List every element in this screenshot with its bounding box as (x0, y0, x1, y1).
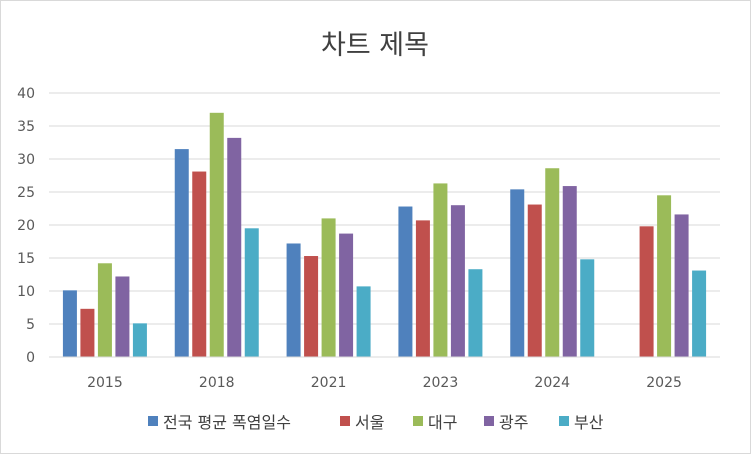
bar (580, 259, 595, 357)
y-tick-label: 15 (17, 251, 35, 267)
bar (132, 323, 147, 357)
bar (174, 149, 189, 357)
bar (510, 189, 525, 357)
bar (244, 228, 259, 357)
bar (527, 204, 542, 357)
bar (321, 218, 336, 357)
legend-label: 대구 (428, 413, 457, 432)
bar (115, 276, 130, 357)
legend-swatch (484, 416, 494, 426)
x-tick-label: 2024 (534, 375, 570, 391)
y-tick-label: 40 (17, 86, 35, 102)
bar (562, 186, 577, 357)
bars-layer (62, 112, 707, 357)
bar (398, 206, 413, 357)
legend-label: 전국 평균 폭염일수 (163, 413, 291, 432)
bar (692, 270, 707, 357)
bar (468, 269, 483, 357)
bar (304, 256, 319, 357)
x-tick-label: 2018 (199, 375, 235, 391)
bar (62, 290, 77, 357)
x-tick-label: 2025 (646, 375, 682, 391)
legend-swatch (559, 416, 569, 426)
legend-label: 광주 (499, 413, 528, 432)
y-tick-label: 5 (26, 317, 35, 333)
bar (356, 286, 371, 357)
bar (339, 233, 354, 357)
y-tick-label: 0 (26, 350, 35, 366)
x-tick-label: 2023 (423, 375, 459, 391)
legend-swatch (413, 416, 423, 426)
bar (415, 220, 430, 357)
y-tick-label: 10 (17, 284, 35, 300)
bar (545, 168, 560, 357)
legend-swatch (148, 416, 158, 426)
bar (674, 214, 689, 357)
y-tick-label: 35 (17, 119, 35, 135)
legend-label: 서울 (355, 413, 384, 432)
chart-title: 차트 제목 (321, 30, 429, 61)
y-tick-label: 25 (17, 185, 35, 201)
grid-layer (49, 92, 720, 358)
x-tick-label: 2015 (87, 375, 123, 391)
legend-label: 부산 (574, 413, 604, 432)
bar (192, 171, 207, 357)
bar (80, 308, 95, 357)
y-tick-label: 20 (17, 218, 35, 234)
bar (209, 112, 224, 357)
x-tick-label: 2021 (311, 375, 347, 391)
bar (433, 183, 448, 357)
bar (97, 263, 112, 357)
y-tick-label: 30 (17, 152, 35, 168)
bar (227, 137, 242, 357)
bar (657, 195, 672, 357)
legend-swatch (340, 416, 350, 426)
bar (286, 243, 301, 357)
bar (450, 205, 465, 357)
bar (639, 226, 654, 357)
legend: 전국 평균 폭염일수 서울 대구 광주 부산 (148, 413, 604, 432)
